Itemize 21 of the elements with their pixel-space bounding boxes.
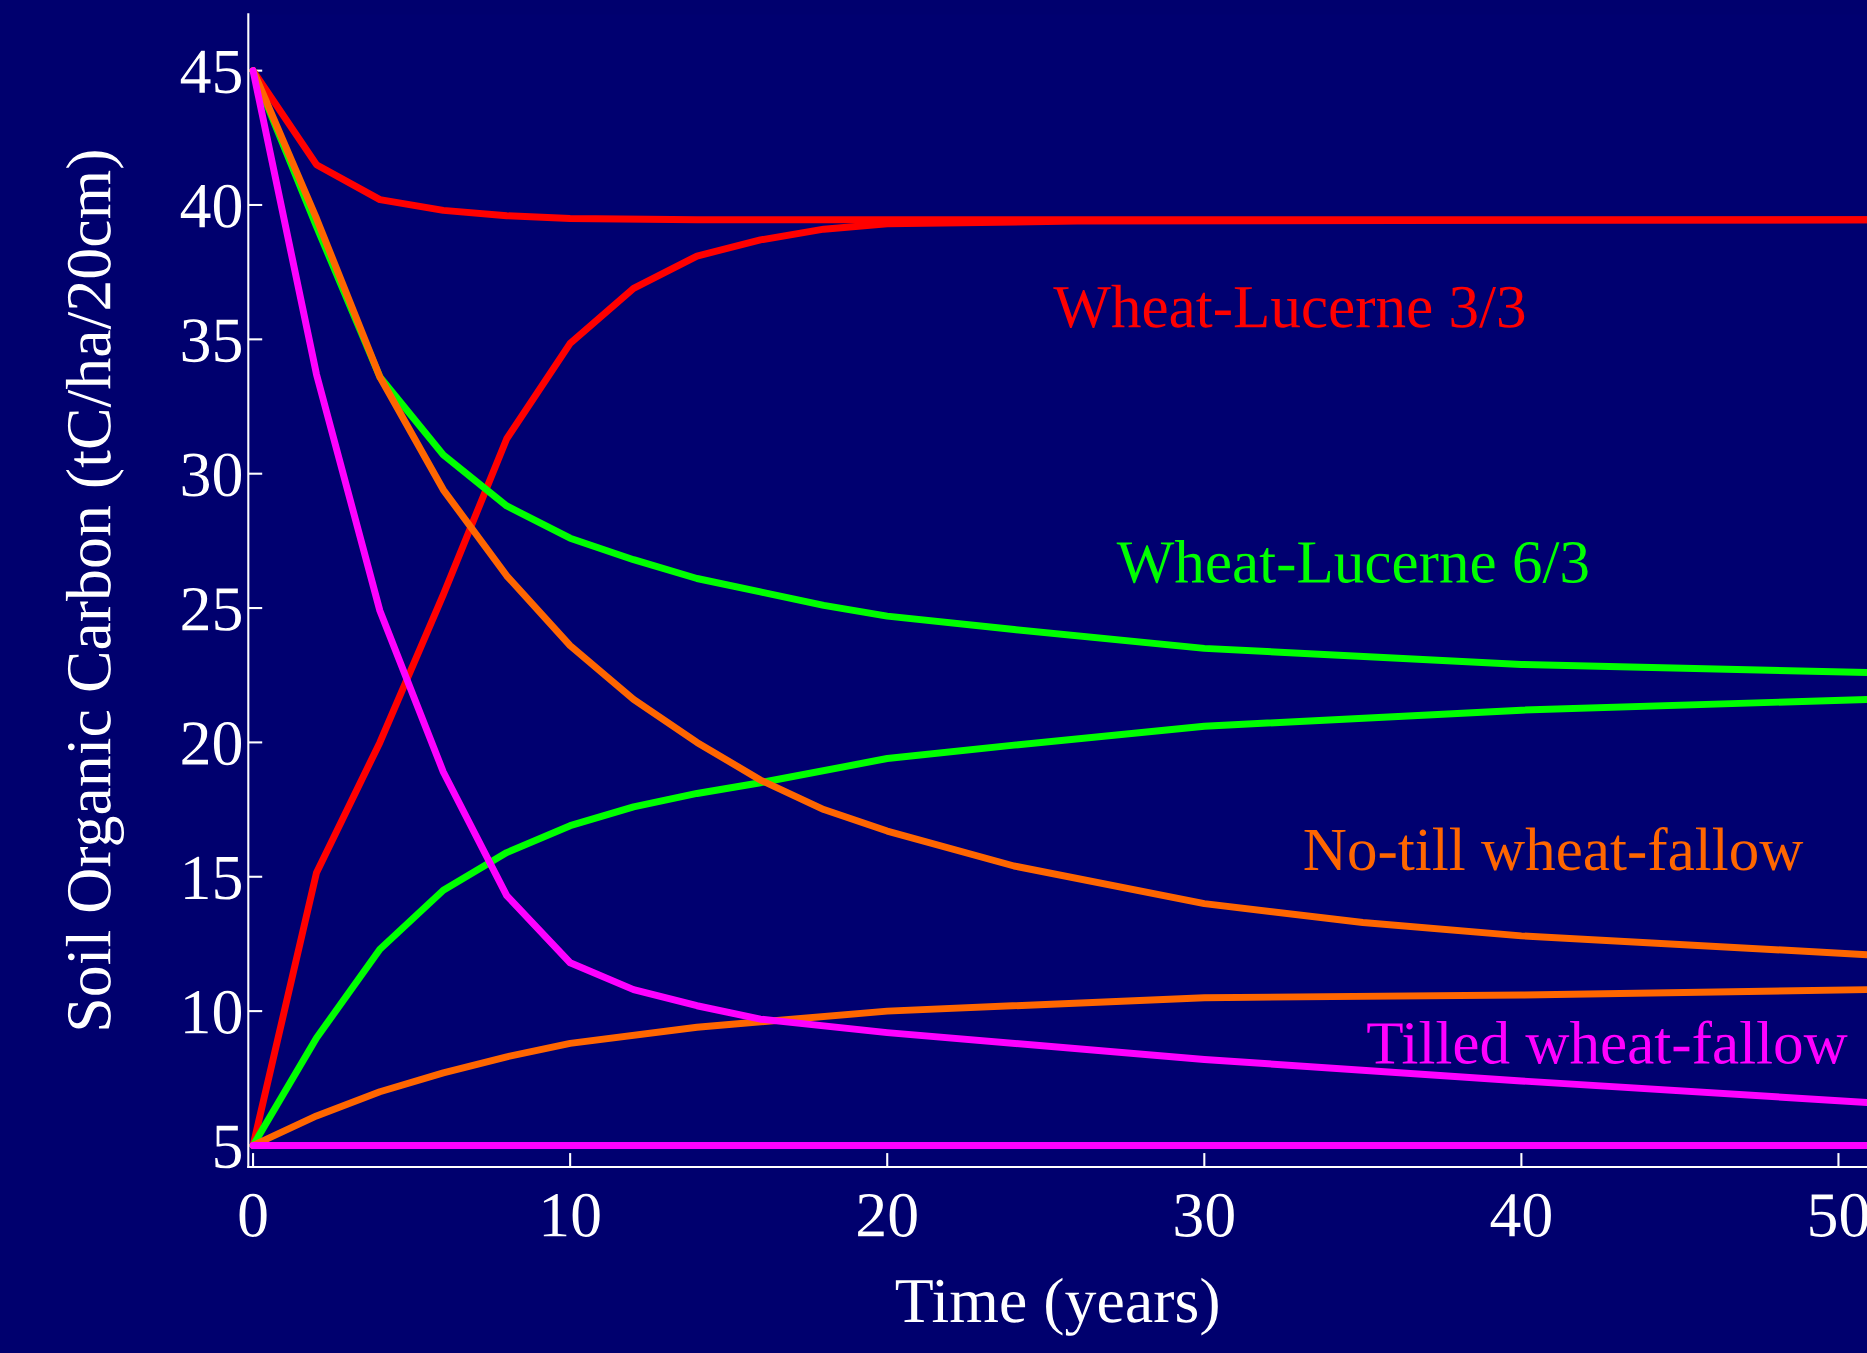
y-tick-label: 10: [185, 990, 242, 1034]
y-tick-label: 45: [180, 50, 241, 94]
x-tick-label: 0: [239, 1193, 267, 1237]
y-tick-label: 40: [180, 184, 242, 228]
y-tick-label: 30: [182, 453, 242, 497]
y-tick-label: 20: [182, 722, 242, 766]
x-axis-title: Time (years): [895, 1277, 1218, 1336]
y-tick-label: 5: [215, 1125, 241, 1169]
y-axis-title: Soil Organic Carbon (tC/ha/20cm): [65, 151, 125, 1029]
y-tick-label: 25: [182, 587, 241, 631]
x-tick-label: 40: [1490, 1193, 1551, 1237]
y-tick-label: 35: [182, 319, 241, 363]
series-label: Tilled wheat-fallow: [1367, 1020, 1848, 1065]
series-label: Wheat-Lucerne 3/3: [1053, 284, 1525, 329]
y-tick-label: 15: [185, 856, 241, 900]
x-tick-label: 50: [1810, 1193, 1867, 1237]
series-label: Wheat-Lucerne 6/3: [1116, 540, 1588, 584]
series-label: No-till wheat-fallow: [1304, 826, 1804, 871]
x-tick-label: 10: [543, 1193, 600, 1237]
x-tick-label: 20: [858, 1193, 917, 1237]
x-tick-label: 30: [1175, 1193, 1234, 1237]
